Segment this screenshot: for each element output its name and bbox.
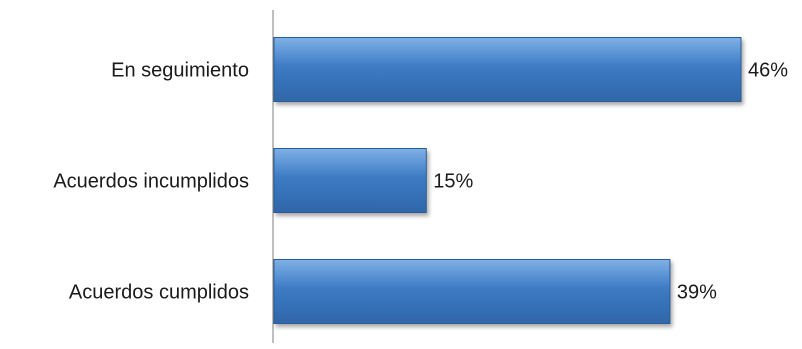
data-labels-group: 46% 15% 39% [433, 60, 788, 304]
data-label-acuerdos-cumplidos: 39% [677, 282, 717, 304]
bar-en-seguimiento [273, 37, 742, 102]
bar-acuerdos-incumplidos [273, 148, 427, 213]
category-label-acuerdos-incumplidos: Acuerdos incumplidos [53, 171, 249, 193]
category-labels-group: En seguimiento Acuerdos incumplidos Acuerd… [53, 60, 249, 304]
category-label-en-seguimiento: En seguimiento [111, 60, 249, 82]
category-label-acuerdos-cumplidos: Acuerdos cumplidos [69, 282, 249, 304]
data-label-acuerdos-incumplidos: 15% [433, 171, 473, 193]
data-label-en-seguimiento: 46% [748, 60, 788, 82]
bar-acuerdos-cumplidos [273, 259, 671, 324]
bars-group [273, 37, 742, 324]
